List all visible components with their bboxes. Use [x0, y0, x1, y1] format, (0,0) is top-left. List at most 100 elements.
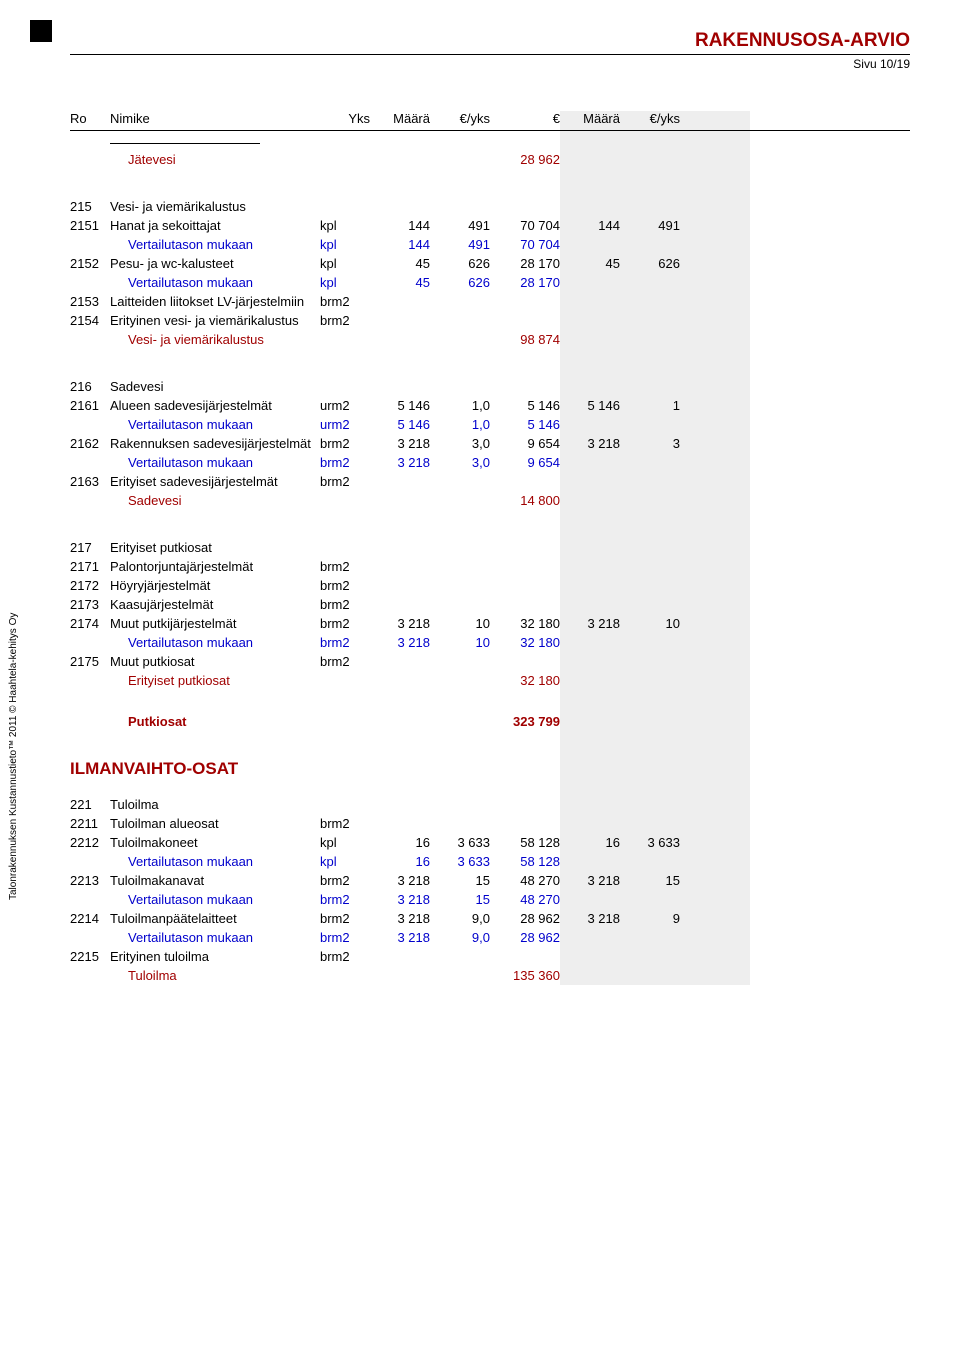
section-block: 215Vesi- ja viemärikalustus2151Hanat ja …	[70, 197, 910, 349]
cell: brm2	[320, 816, 370, 831]
cell	[560, 493, 620, 508]
cell	[70, 237, 110, 252]
cell: brm2	[320, 616, 370, 631]
cell	[70, 493, 110, 508]
cell: 9,0	[430, 930, 490, 945]
cell	[490, 474, 560, 489]
cell: Sadevesi	[110, 379, 320, 394]
table-row: 2212Tuloilmakoneetkpl163 63358 128163 63…	[70, 833, 910, 852]
cell	[560, 275, 620, 290]
cell	[490, 797, 560, 812]
cell: kpl	[320, 218, 370, 233]
cell: Vertailutason mukaan	[110, 930, 320, 945]
cell	[560, 455, 620, 470]
cell: 323 799	[490, 714, 560, 729]
cell: Erityiset putkiosat	[110, 540, 320, 555]
cell: Pesu- ja wc-kalusteet	[110, 256, 320, 271]
cell: Tuloilman alueosat	[110, 816, 320, 831]
cell	[680, 493, 750, 508]
cell	[680, 474, 750, 489]
table-row: 2215Erityinen tuloilmabrm2	[70, 947, 910, 966]
table-row: 2153Laitteiden liitokset LV-järjestelmii…	[70, 292, 910, 311]
cell	[620, 654, 680, 669]
cell	[560, 892, 620, 907]
cell	[680, 597, 750, 612]
table-row: 2173Kaasujärjestelmätbrm2	[70, 595, 910, 614]
cell: 3 218	[370, 892, 430, 907]
cell: 70 704	[490, 237, 560, 252]
cell	[430, 578, 490, 593]
cell	[70, 673, 110, 688]
cell	[560, 635, 620, 650]
cell	[620, 332, 680, 347]
cell	[370, 968, 430, 983]
cell	[560, 379, 620, 394]
cell	[320, 493, 370, 508]
cell: 1,0	[430, 398, 490, 413]
cell	[560, 578, 620, 593]
cell	[490, 578, 560, 593]
cell	[680, 873, 750, 888]
cell	[560, 417, 620, 432]
section-block: Jätevesi28 962	[70, 143, 910, 169]
table-row: 215Vesi- ja viemärikalustus	[70, 197, 910, 216]
cell	[70, 275, 110, 290]
cell	[620, 237, 680, 252]
cell: Tuloilmakoneet	[110, 835, 320, 850]
cell	[430, 597, 490, 612]
cell	[320, 379, 370, 394]
cell	[620, 597, 680, 612]
cell	[680, 313, 750, 328]
table-row: Vertailutason mukaanbrm23 2181032 180	[70, 633, 910, 652]
cell: 3 218	[370, 436, 430, 451]
cell: Rakennuksen sadevesijärjestelmät	[110, 436, 320, 451]
cell	[620, 559, 680, 574]
cell: Höyryjärjestelmät	[110, 578, 320, 593]
cell: 16	[370, 835, 430, 850]
cell: 491	[620, 218, 680, 233]
cell	[430, 816, 490, 831]
cell: brm2	[320, 635, 370, 650]
cell	[320, 797, 370, 812]
cell: brm2	[320, 313, 370, 328]
cell: Erityiset putkiosat	[110, 673, 320, 688]
cell	[490, 540, 560, 555]
cell: 3 633	[430, 835, 490, 850]
cell: 1	[620, 398, 680, 413]
cell	[560, 199, 620, 214]
cell: 28 170	[490, 275, 560, 290]
cell: 2151	[70, 218, 110, 233]
cell: 2174	[70, 616, 110, 631]
table-row: 2162Rakennuksen sadevesijärjestelmätbrm2…	[70, 434, 910, 453]
cell: 9,0	[430, 911, 490, 926]
cell: 16	[560, 835, 620, 850]
cell	[490, 654, 560, 669]
cell: 48 270	[490, 873, 560, 888]
cell	[680, 398, 750, 413]
cell: 3,0	[430, 455, 490, 470]
cell	[620, 673, 680, 688]
cell: 48 270	[490, 892, 560, 907]
table-row: Vertailutason mukaankpl163 63358 128	[70, 852, 910, 871]
cell: 16	[370, 854, 430, 869]
cell	[680, 968, 750, 983]
copyright-vertical: Talonrakennuksen Kustannustieto™ 2011 © …	[8, 613, 19, 900]
cell: 28 962	[490, 911, 560, 926]
table-row: Jätevesi28 962	[70, 150, 910, 169]
cell	[370, 714, 430, 729]
cell	[680, 332, 750, 347]
table-row: 2154Erityinen vesi- ja viemärikalustusbr…	[70, 311, 910, 330]
cell	[430, 332, 490, 347]
col-maara1: Määrä	[370, 111, 430, 126]
cell	[70, 714, 110, 729]
cell: 2171	[70, 559, 110, 574]
cell	[560, 816, 620, 831]
cell	[370, 797, 430, 812]
cell: Erityinen vesi- ja viemärikalustus	[110, 313, 320, 328]
cell	[370, 559, 430, 574]
table-row: 2163Erityiset sadevesijärjestelmätbrm2	[70, 472, 910, 491]
cell: 2172	[70, 578, 110, 593]
cell	[370, 474, 430, 489]
cell	[70, 892, 110, 907]
table-row: Sadevesi14 800	[70, 491, 910, 510]
